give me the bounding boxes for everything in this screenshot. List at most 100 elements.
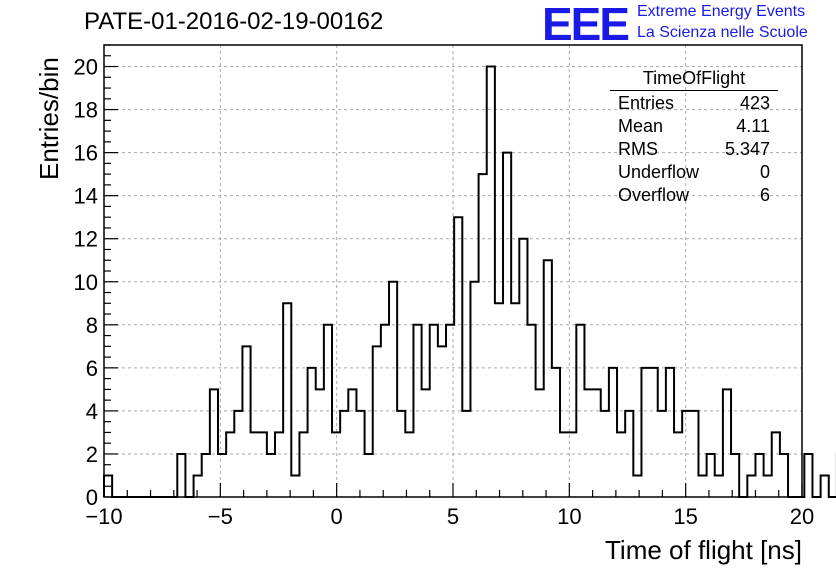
histogram-bin (373, 346, 381, 497)
histogram-bin (462, 411, 470, 497)
histogram-bin (422, 389, 430, 497)
stats-box: TimeOfFlight Entries 423 Mean 4.11 RMS 5… (610, 68, 778, 207)
histogram-bin (405, 432, 413, 497)
histogram-bin (723, 389, 731, 497)
histogram-bin (242, 346, 250, 497)
histogram-bin (291, 475, 299, 497)
histogram-bin (308, 368, 316, 497)
histogram-bin (389, 282, 397, 497)
logo-line-1: Extreme Energy Events (637, 3, 806, 20)
histogram-bin (226, 432, 234, 497)
histogram-bin (446, 325, 454, 497)
histogram-bin (381, 325, 389, 497)
histogram-bin (747, 475, 755, 497)
y-tick-label: 14 (74, 184, 98, 209)
axis-ticks (103, 44, 803, 498)
histogram-bin (780, 454, 788, 497)
histogram-bin (617, 432, 625, 497)
stats-row-overflow: Overflow 6 (610, 184, 778, 207)
x-tick-label: 15 (673, 504, 697, 529)
histogram-bin (552, 368, 560, 497)
histogram-bin (536, 389, 544, 497)
x-tick-label: 5 (447, 504, 459, 529)
histogram-bin (283, 303, 291, 497)
eee-logo: EEE (542, 0, 630, 50)
histogram-bin (527, 325, 535, 497)
histogram-bin (267, 454, 275, 497)
y-tick-label: 0 (86, 485, 98, 510)
histogram-bin (340, 411, 348, 497)
histogram-bin (316, 389, 324, 497)
histogram-bin (177, 454, 185, 497)
histogram-bin (641, 368, 649, 497)
y-tick-label: 12 (74, 227, 98, 252)
histogram-bin (218, 454, 226, 497)
y-tick-label: 20 (74, 55, 98, 80)
x-axis-label: Time of flight [ns] (605, 535, 802, 565)
histogram-bin (259, 432, 267, 497)
histogram-bin (584, 389, 592, 497)
histogram-bin (821, 475, 829, 497)
histogram-bin (495, 303, 503, 497)
x-tick-label: 10 (557, 504, 581, 529)
histogram-bin (593, 389, 601, 497)
stats-row-rms: RMS 5.347 (610, 138, 778, 161)
histogram-bin (633, 475, 641, 497)
stats-row-underflow: Underflow 0 (610, 161, 778, 184)
histogram-bin (365, 454, 373, 497)
y-tick-label: 10 (74, 270, 98, 295)
y-tick-label: 18 (74, 98, 98, 123)
histogram-bin (251, 432, 259, 497)
histogram-bin (487, 67, 495, 497)
histogram-bin (511, 303, 519, 497)
x-tick-label: −5 (208, 504, 233, 529)
stats-label: Overflow (618, 185, 690, 205)
histogram-bin (576, 325, 584, 497)
histogram-bin (755, 454, 763, 497)
stats-label: Mean (618, 116, 664, 136)
histogram-bin (470, 282, 478, 497)
y-tick-label: 2 (86, 442, 98, 467)
x-tick-label: 0 (331, 504, 343, 529)
histogram-bin (397, 411, 405, 497)
histogram-bin (674, 432, 682, 497)
histogram-bin (356, 411, 364, 497)
stats-row-mean: Mean 4.11 (610, 115, 778, 138)
histogram-bin (707, 454, 715, 497)
histogram-bin (438, 346, 446, 497)
stats-label: RMS (618, 139, 658, 159)
histogram-bin (601, 411, 609, 497)
histogram-bin (413, 325, 421, 497)
stats-row-entries: Entries 423 (610, 92, 778, 115)
stats-value: 423 (739, 93, 770, 113)
histogram-bin (503, 153, 511, 497)
histogram-bin (348, 389, 356, 497)
stats-label: Underflow (618, 162, 700, 182)
histogram-bin (650, 368, 658, 497)
histogram-bin (698, 475, 706, 497)
histogram-bin (430, 325, 438, 497)
histogram-bin (210, 389, 218, 497)
stats-value: 5.347 (724, 139, 770, 159)
y-tick-label: 4 (86, 399, 98, 424)
logo-line-2: La Scienza nelle Scuole (637, 24, 808, 41)
histogram-bin (658, 411, 666, 497)
histogram-bin (519, 239, 527, 497)
histogram-bin (715, 475, 723, 497)
histogram-bin (275, 432, 283, 497)
histogram-bin (666, 368, 674, 497)
stats-label: Entries (618, 93, 675, 113)
histogram-bin (560, 432, 568, 497)
histogram-bin (202, 454, 210, 497)
stats-value: 6 (759, 185, 770, 205)
histogram-outline (103, 65, 836, 498)
stats-title: TimeOfFlight (610, 68, 778, 91)
histogram-bins (103, 65, 836, 498)
y-tick-label: 6 (86, 356, 98, 381)
x-tick-label: −10 (85, 504, 122, 529)
x-tick-label: 20 (790, 504, 814, 529)
histogram-bin (299, 432, 307, 497)
y-axis-label: Entries/bin (34, 57, 64, 180)
histogram-bin (479, 174, 487, 497)
